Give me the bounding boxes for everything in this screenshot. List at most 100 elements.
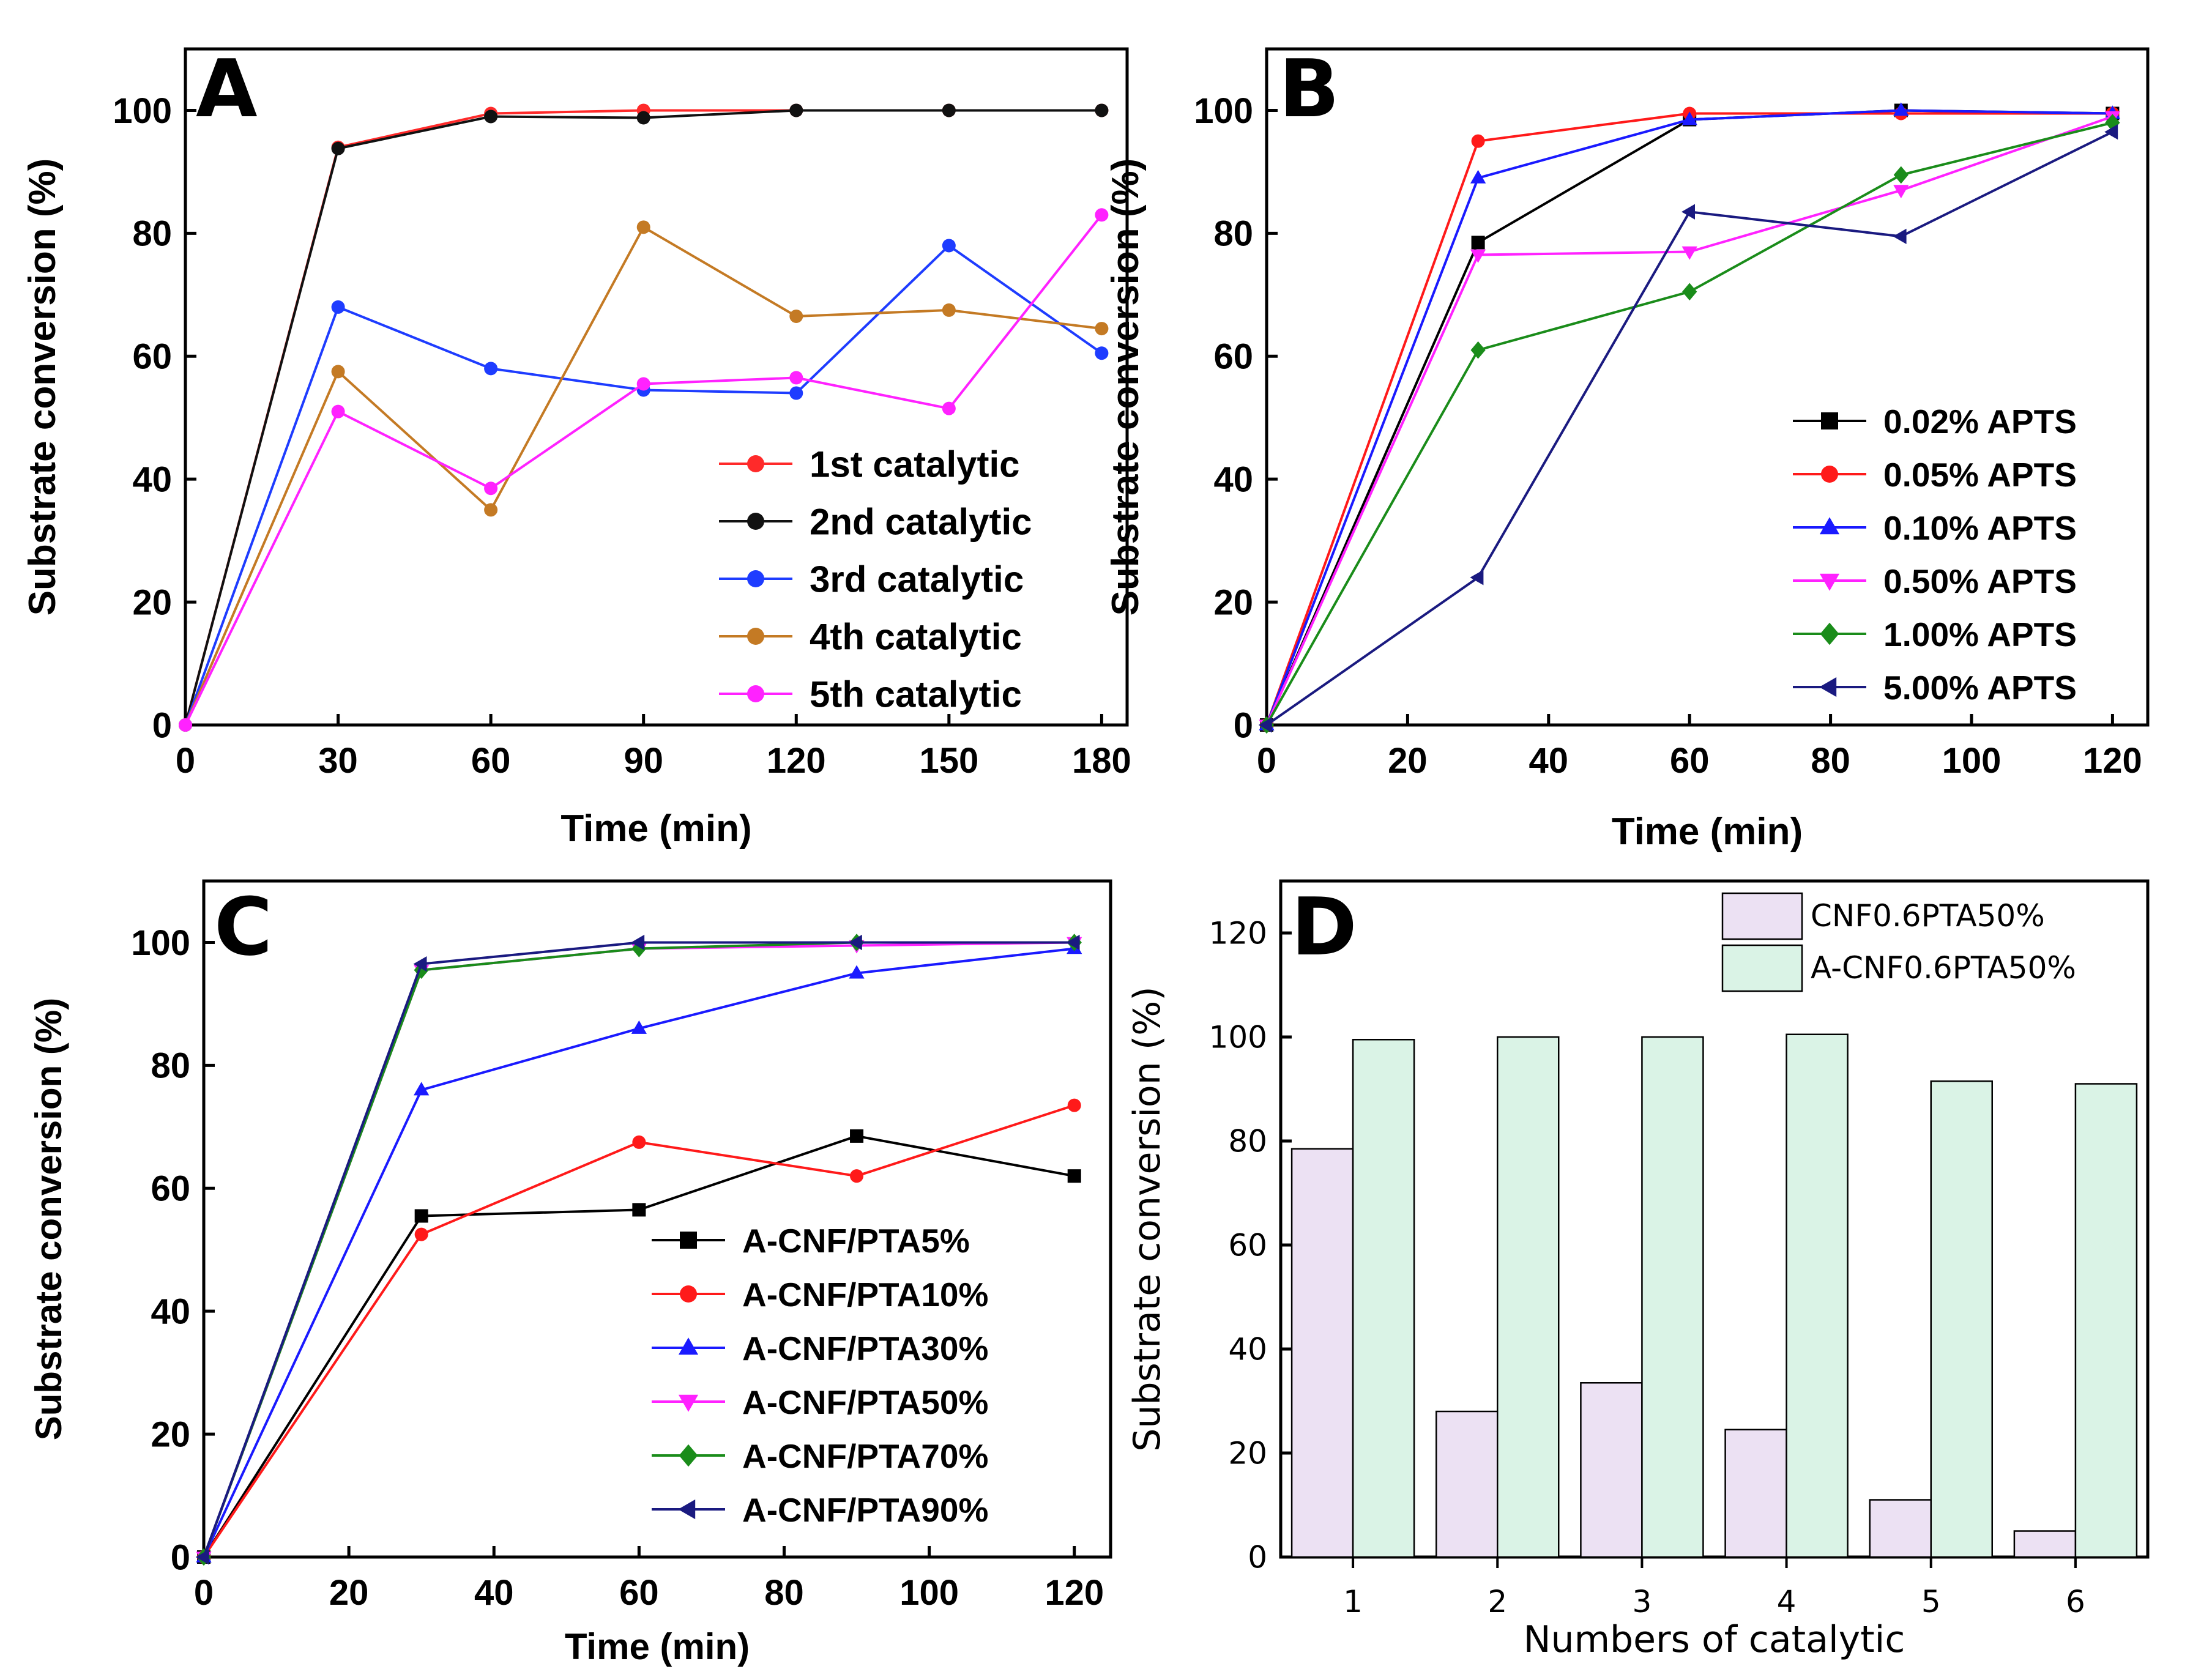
legend-label: A-CNF/PTA30% bbox=[742, 1329, 988, 1367]
x-tick-label: 5 bbox=[1921, 1584, 1941, 1619]
data-point bbox=[331, 300, 345, 314]
y-tick-label: 0 bbox=[171, 1537, 190, 1577]
data-point bbox=[848, 934, 862, 951]
x-tick-label: 80 bbox=[764, 1573, 804, 1613]
legend-label: CNF0.6PTA50% bbox=[1811, 898, 2045, 934]
data-point bbox=[1095, 346, 1109, 360]
data-point bbox=[1095, 208, 1109, 222]
bar bbox=[1290, 1148, 1354, 1558]
data-point bbox=[331, 365, 345, 379]
data-point bbox=[1893, 166, 1909, 184]
x-tick-label: 60 bbox=[1670, 741, 1710, 781]
y-tick-label: 80 bbox=[1228, 1124, 1267, 1159]
x-tick-label: 60 bbox=[619, 1573, 659, 1613]
data-point bbox=[850, 1129, 864, 1143]
data-point bbox=[1681, 204, 1695, 220]
data-point bbox=[849, 965, 865, 979]
x-tick-label: 2 bbox=[1488, 1584, 1507, 1619]
data-point bbox=[1258, 717, 1272, 733]
bar bbox=[1436, 1410, 1499, 1558]
y-tick-label: 60 bbox=[1228, 1228, 1267, 1263]
bar bbox=[1869, 1499, 1932, 1558]
panel-letter: C bbox=[214, 880, 272, 973]
chart-panel-d: 0 20 40 60 80 100 120 1 2 3 4 5 6 CNF0.6PTA50% A-CNF0.… bbox=[1126, 879, 2150, 1661]
data-point bbox=[2105, 114, 2120, 132]
y-tick-label: 100 bbox=[1194, 91, 1253, 131]
y-tick-label: 0 bbox=[1234, 705, 1253, 745]
data-point bbox=[1681, 111, 1697, 125]
bar bbox=[2013, 1530, 2077, 1558]
data-point bbox=[789, 371, 803, 385]
legend-label: 0.10% APTS bbox=[1883, 509, 2077, 547]
legend-label: A-CNF/PTA50% bbox=[742, 1383, 988, 1421]
x-tick-label: 90 bbox=[624, 741, 663, 781]
legend-label: A-CNF/PTA90% bbox=[742, 1491, 988, 1529]
legend-swatch bbox=[1721, 944, 1803, 992]
x-tick-label: 120 bbox=[2083, 741, 2142, 781]
legend-label: 0.02% APTS bbox=[1883, 403, 2077, 440]
panel-letter: B bbox=[1279, 42, 1339, 135]
legend-label: 5.00% APTS bbox=[1883, 669, 2077, 707]
plot-frame bbox=[1265, 47, 2150, 727]
y-tick-label: 60 bbox=[1213, 337, 1253, 377]
legend-marker bbox=[747, 570, 764, 587]
legend-marker bbox=[1821, 412, 1838, 429]
y-axis-label: Substrate conversion (%) bbox=[1104, 158, 1147, 616]
data-point bbox=[2104, 124, 2118, 140]
y-tick-label: 100 bbox=[131, 923, 190, 963]
legend-marker bbox=[747, 513, 764, 530]
y-tick-label: 40 bbox=[151, 1292, 190, 1331]
data-point bbox=[942, 103, 956, 117]
legend-marker bbox=[1819, 517, 1840, 535]
data-point bbox=[1066, 934, 1080, 951]
bar bbox=[1641, 1036, 1704, 1558]
legend-swatch bbox=[1721, 892, 1803, 940]
data-point bbox=[414, 1227, 428, 1241]
y-tick-label: 0 bbox=[1248, 1540, 1267, 1575]
bar bbox=[1786, 1033, 1849, 1558]
x-tick-label: 180 bbox=[1072, 741, 1131, 781]
y-tick-label: 0 bbox=[152, 705, 172, 745]
legend-label: A-CNF/PTA10% bbox=[742, 1276, 988, 1314]
x-tick-label: 30 bbox=[318, 741, 358, 781]
data-point bbox=[484, 362, 498, 376]
data-point bbox=[1470, 249, 1486, 263]
x-tick-label: 100 bbox=[899, 1573, 959, 1613]
legend-label: 5th catalytic bbox=[810, 674, 1022, 715]
legend-label: 1st catalytic bbox=[810, 444, 1020, 485]
legend-marker bbox=[679, 1444, 698, 1467]
x-tick-label: 20 bbox=[329, 1573, 369, 1613]
data-point bbox=[195, 1549, 209, 1565]
data-point bbox=[636, 111, 650, 125]
x-tick-label: 20 bbox=[1388, 741, 1428, 781]
y-tick-label: 40 bbox=[132, 459, 172, 499]
data-point bbox=[1893, 228, 1907, 245]
x-tick-label: 100 bbox=[1942, 741, 2002, 781]
data-point bbox=[942, 401, 956, 415]
y-axis-label: Substrate conversion (%) bbox=[1126, 986, 1169, 1451]
bar bbox=[1580, 1382, 1643, 1558]
legend-marker bbox=[678, 1499, 696, 1520]
y-tick-label: 40 bbox=[1213, 459, 1253, 499]
data-point bbox=[484, 481, 498, 496]
data-point bbox=[331, 404, 345, 418]
data-point bbox=[1471, 134, 1485, 148]
data-point bbox=[1471, 236, 1485, 250]
series-5-00-apts bbox=[1258, 124, 2118, 733]
data-point bbox=[942, 303, 956, 317]
y-tick-label: 20 bbox=[1228, 1436, 1267, 1471]
panel-letter: D bbox=[1291, 880, 1357, 973]
legend-label: A-CNF0.6PTA50% bbox=[1811, 950, 2076, 986]
data-point bbox=[414, 1209, 428, 1223]
data-point bbox=[179, 718, 192, 732]
x-tick-label: 120 bbox=[1045, 1573, 1104, 1613]
legend: A-CNF/PTA5% A-CNF/PTA10% A-CNF/PTA30% A-CNF… bbox=[652, 1222, 988, 1529]
data-point bbox=[789, 386, 803, 400]
data-point bbox=[850, 1169, 864, 1183]
data-point bbox=[413, 956, 427, 972]
data-point bbox=[942, 239, 956, 253]
legend-marker bbox=[747, 685, 764, 702]
x-tick-label: 1 bbox=[1343, 1584, 1363, 1619]
panel-letter: A bbox=[196, 42, 258, 135]
